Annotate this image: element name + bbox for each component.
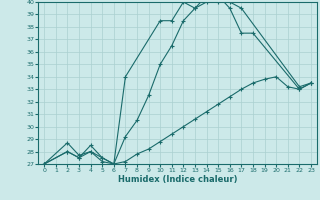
X-axis label: Humidex (Indice chaleur): Humidex (Indice chaleur) — [118, 175, 237, 184]
